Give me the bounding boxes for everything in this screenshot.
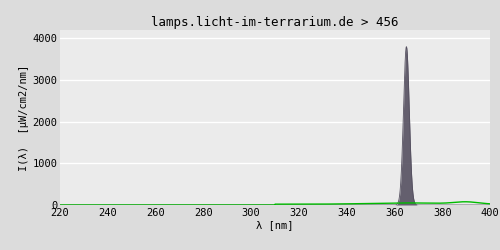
Y-axis label: I(λ)  [µW/cm2/nm]: I(λ) [µW/cm2/nm]: [20, 64, 30, 170]
Title: lamps.licht-im-terrarium.de > 456: lamps.licht-im-terrarium.de > 456: [151, 16, 399, 29]
X-axis label: λ [nm]: λ [nm]: [256, 220, 294, 230]
